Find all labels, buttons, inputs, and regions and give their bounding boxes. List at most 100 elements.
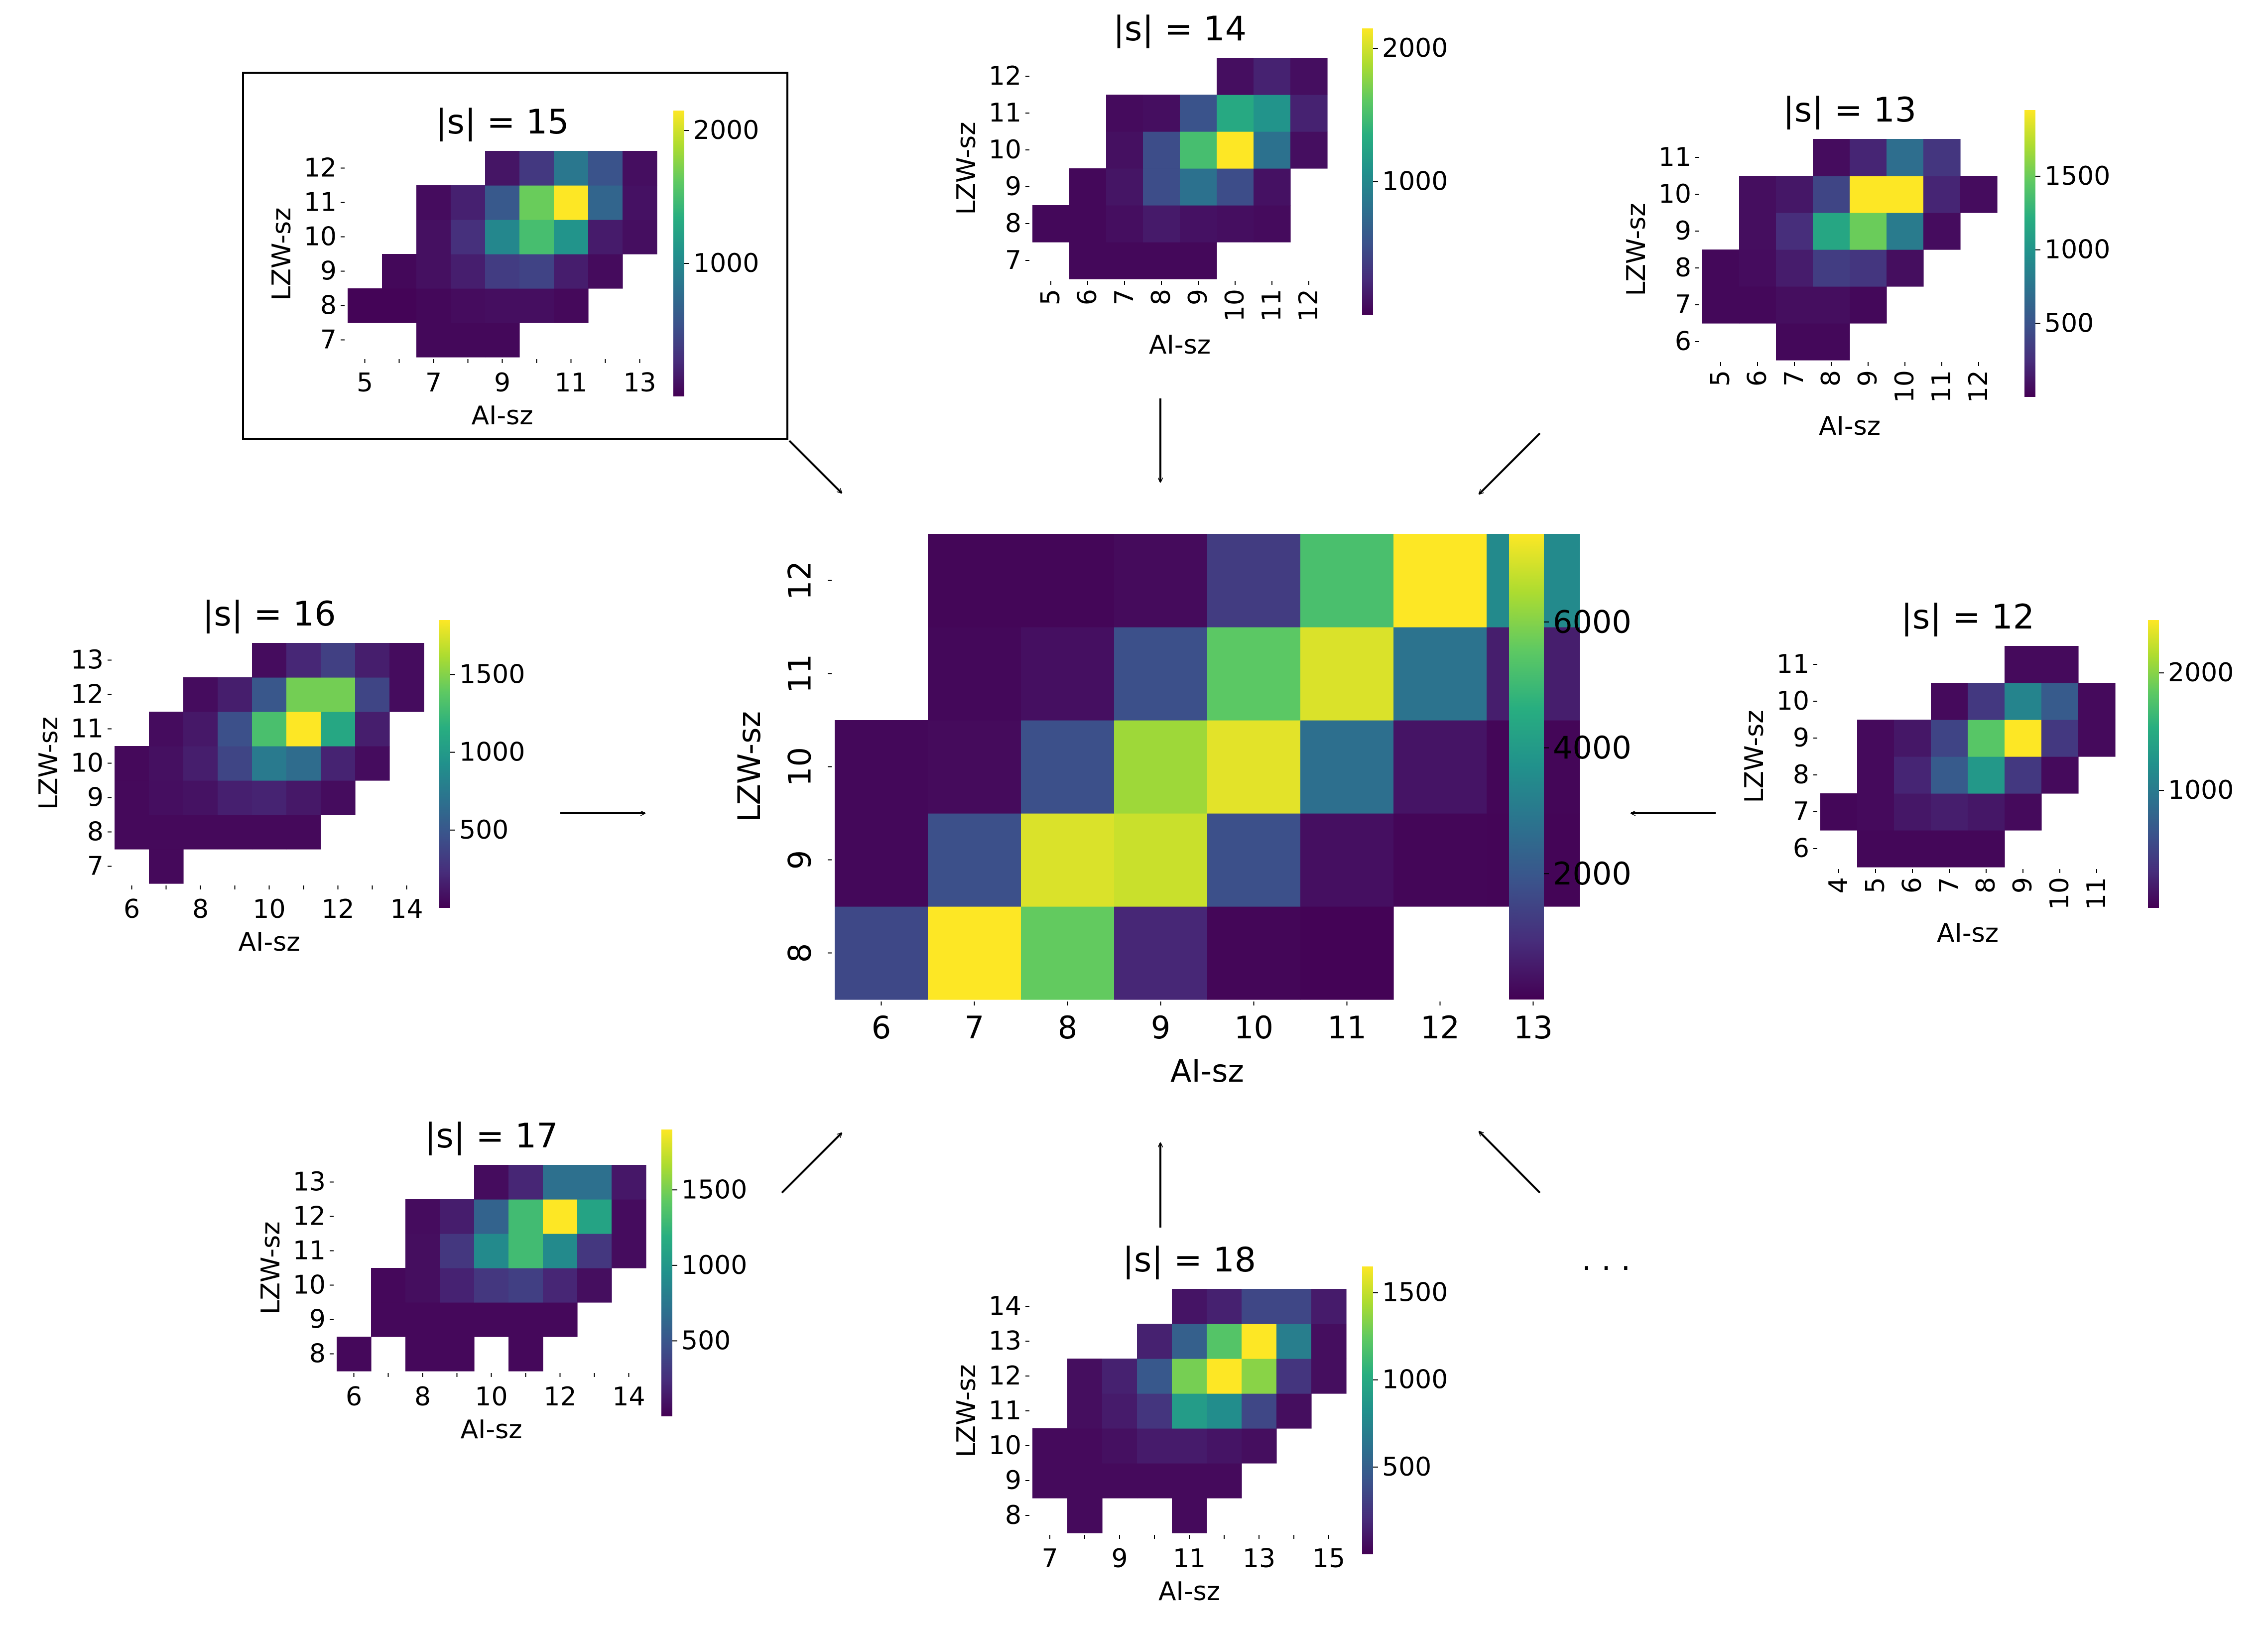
heatmap-cell (405, 1302, 440, 1337)
heatmap-cell (389, 643, 424, 678)
heatmap-cell (2041, 720, 2079, 757)
heatmap-cell (286, 746, 321, 781)
heatmap-cell (1143, 205, 1180, 243)
heatmap-cell (440, 1268, 475, 1303)
y-tick-label: 6 (1793, 834, 1809, 864)
heatmap-cell (588, 220, 623, 254)
heatmap-cell (1813, 213, 1850, 250)
heatmap-cell (2041, 756, 2079, 794)
heatmap-cell (508, 1234, 543, 1268)
x-tick-label: 6 (1897, 877, 1927, 893)
heatmap-cell (1968, 830, 2005, 868)
heatmap-cell (321, 712, 356, 747)
y-tick-label: 10 (71, 749, 104, 778)
heatmap-cell (543, 1199, 578, 1234)
y-tick-label: 11 (782, 654, 818, 693)
heatmap-cell (149, 712, 184, 747)
heatmap-cell (1820, 793, 1858, 831)
heatmap-cell (1180, 205, 1217, 243)
heatmap-cell (519, 288, 554, 323)
heatmap-cell (1393, 534, 1487, 627)
heatmap-cell (2078, 683, 2116, 720)
heatmap-cell (1114, 534, 1208, 627)
colorbar-tick-label: 1000 (681, 1251, 747, 1280)
heatmap-cell (1776, 213, 1813, 250)
x-tick-label: 15 (1312, 1544, 1345, 1574)
colorbar-tick-label: 1500 (681, 1175, 747, 1205)
heatmap-cell (1180, 168, 1217, 206)
heatmap-cell (218, 746, 252, 781)
colorbar (1362, 1266, 1373, 1554)
x-tick-label: 9 (494, 368, 510, 398)
heatmap-cell (218, 815, 252, 850)
heatmap-cell (554, 254, 589, 289)
y-tick-label: 8 (1005, 1501, 1021, 1530)
heatmap-cell (2005, 646, 2042, 683)
heatmap-cell (1887, 250, 1924, 287)
heatmap-cell (1931, 793, 1968, 831)
y-axis-label: LZW-sz (731, 711, 767, 822)
heatmap-cell (1968, 756, 2005, 794)
colorbar-tick-label: 4000 (1553, 730, 1632, 766)
heatmap-cell (1106, 95, 1143, 132)
x-tick-label: 6 (872, 1009, 891, 1046)
heatmap-cell (451, 220, 486, 254)
heatmap-cell (451, 185, 486, 220)
heatmap-cell (612, 1165, 646, 1200)
heatmap-cell (1813, 139, 1850, 176)
heatmap-cell (1172, 1428, 1207, 1464)
heatmap-cell (1776, 176, 1813, 213)
y-tick-label: 8 (1675, 253, 1691, 283)
y-tick-label: 9 (1005, 172, 1021, 202)
heatmap-cell (485, 323, 520, 358)
panel-title: |s| = 13 (1783, 91, 1916, 130)
heatmap-cell (416, 288, 451, 323)
heatmap-cell (623, 185, 657, 220)
heatmap-cell (2005, 720, 2042, 757)
heatmap-cell (1931, 683, 1968, 720)
heatmap-cell (519, 185, 554, 220)
heatmap-cell (1813, 250, 1850, 287)
heatmap-cell (382, 254, 417, 289)
heatmap-cell (1254, 58, 1291, 95)
heatmap-cell (183, 815, 218, 850)
x-tick-label: 9 (1183, 289, 1213, 305)
colorbar-tick-label: 2000 (1553, 856, 1632, 892)
heatmap-cell (1857, 830, 1894, 868)
heatmap-cell (286, 780, 321, 815)
heatmap-cell (1923, 213, 1961, 250)
heatmap-cell (835, 906, 928, 1000)
x-axis-label: AI-sz (1937, 918, 1999, 948)
heatmap-cell (485, 151, 520, 186)
y-tick-label: 10 (989, 135, 1021, 165)
x-tick-label: 5 (1706, 370, 1736, 386)
heatmap-cell (1813, 323, 1850, 361)
y-tick-label: 12 (71, 680, 104, 710)
heatmap-cell (543, 1302, 578, 1337)
x-tick-label: 11 (2082, 877, 2112, 910)
heatmap-cell (623, 220, 657, 254)
heatmap-cell (149, 849, 184, 884)
y-tick-label: 9 (87, 783, 104, 813)
y-tick-label: 7 (1675, 290, 1691, 320)
heatmap-cell (508, 1302, 543, 1337)
heatmap-cell (2041, 683, 2079, 720)
heatmap-cell (1739, 286, 1776, 324)
heatmap-cell (1894, 830, 1931, 868)
heatmap-cell (183, 712, 218, 747)
heatmap-cell (1887, 139, 1924, 176)
heatmap-cell (928, 813, 1021, 907)
x-tick-label: 9 (2008, 877, 2038, 893)
x-tick-label: 8 (414, 1382, 431, 1412)
heatmap-cell (588, 151, 623, 186)
colorbar-tick-label: 1500 (459, 659, 525, 689)
heatmap-cell (416, 220, 451, 254)
heatmap-cell (835, 720, 928, 814)
heatmap-cell (1180, 242, 1217, 279)
colorbar-tick-label: 2000 (1382, 33, 1448, 63)
heatmap-cell (321, 643, 356, 678)
y-tick-label: 9 (320, 256, 337, 286)
heatmap-cell (1180, 95, 1217, 132)
heatmap-cell (543, 1268, 578, 1303)
